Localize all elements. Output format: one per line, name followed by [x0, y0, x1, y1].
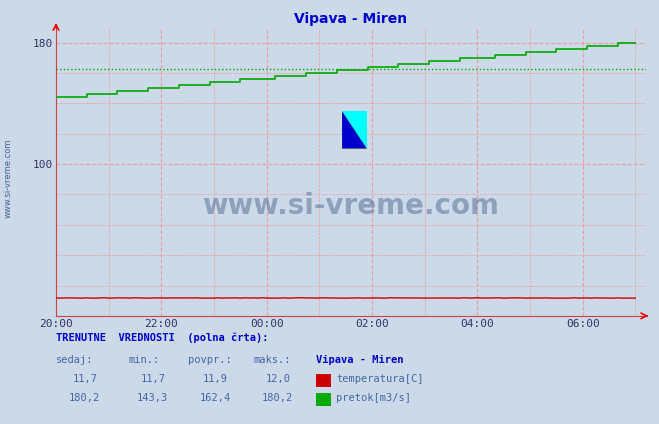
Text: sedaj:: sedaj: [56, 354, 94, 365]
Text: 180,2: 180,2 [262, 393, 293, 403]
Bar [342, 111, 367, 149]
Title: Vipava - Miren: Vipava - Miren [295, 12, 407, 26]
Text: Vipava - Miren: Vipava - Miren [316, 354, 404, 365]
Text: TRENUTNE  VREDNOSTI  (polna črta):: TRENUTNE VREDNOSTI (polna črta): [56, 333, 268, 343]
Text: min.:: min.: [129, 354, 159, 365]
Text: maks.:: maks.: [254, 354, 291, 365]
Text: 162,4: 162,4 [200, 393, 231, 403]
Text: 11,7: 11,7 [140, 374, 165, 384]
Text: 143,3: 143,3 [136, 393, 167, 403]
Text: www.si-vreme.com: www.si-vreme.com [4, 138, 13, 218]
Polygon shape [342, 111, 367, 149]
Text: temperatura[C]: temperatura[C] [336, 374, 424, 384]
Text: 11,7: 11,7 [72, 374, 98, 384]
Text: povpr.:: povpr.: [188, 354, 231, 365]
Polygon shape [342, 111, 367, 149]
Text: pretok[m3/s]: pretok[m3/s] [336, 393, 411, 403]
Text: www.si-vreme.com: www.si-vreme.com [202, 192, 500, 220]
Text: 180,2: 180,2 [69, 393, 100, 403]
Text: 12,0: 12,0 [266, 374, 291, 384]
Text: 11,9: 11,9 [202, 374, 227, 384]
